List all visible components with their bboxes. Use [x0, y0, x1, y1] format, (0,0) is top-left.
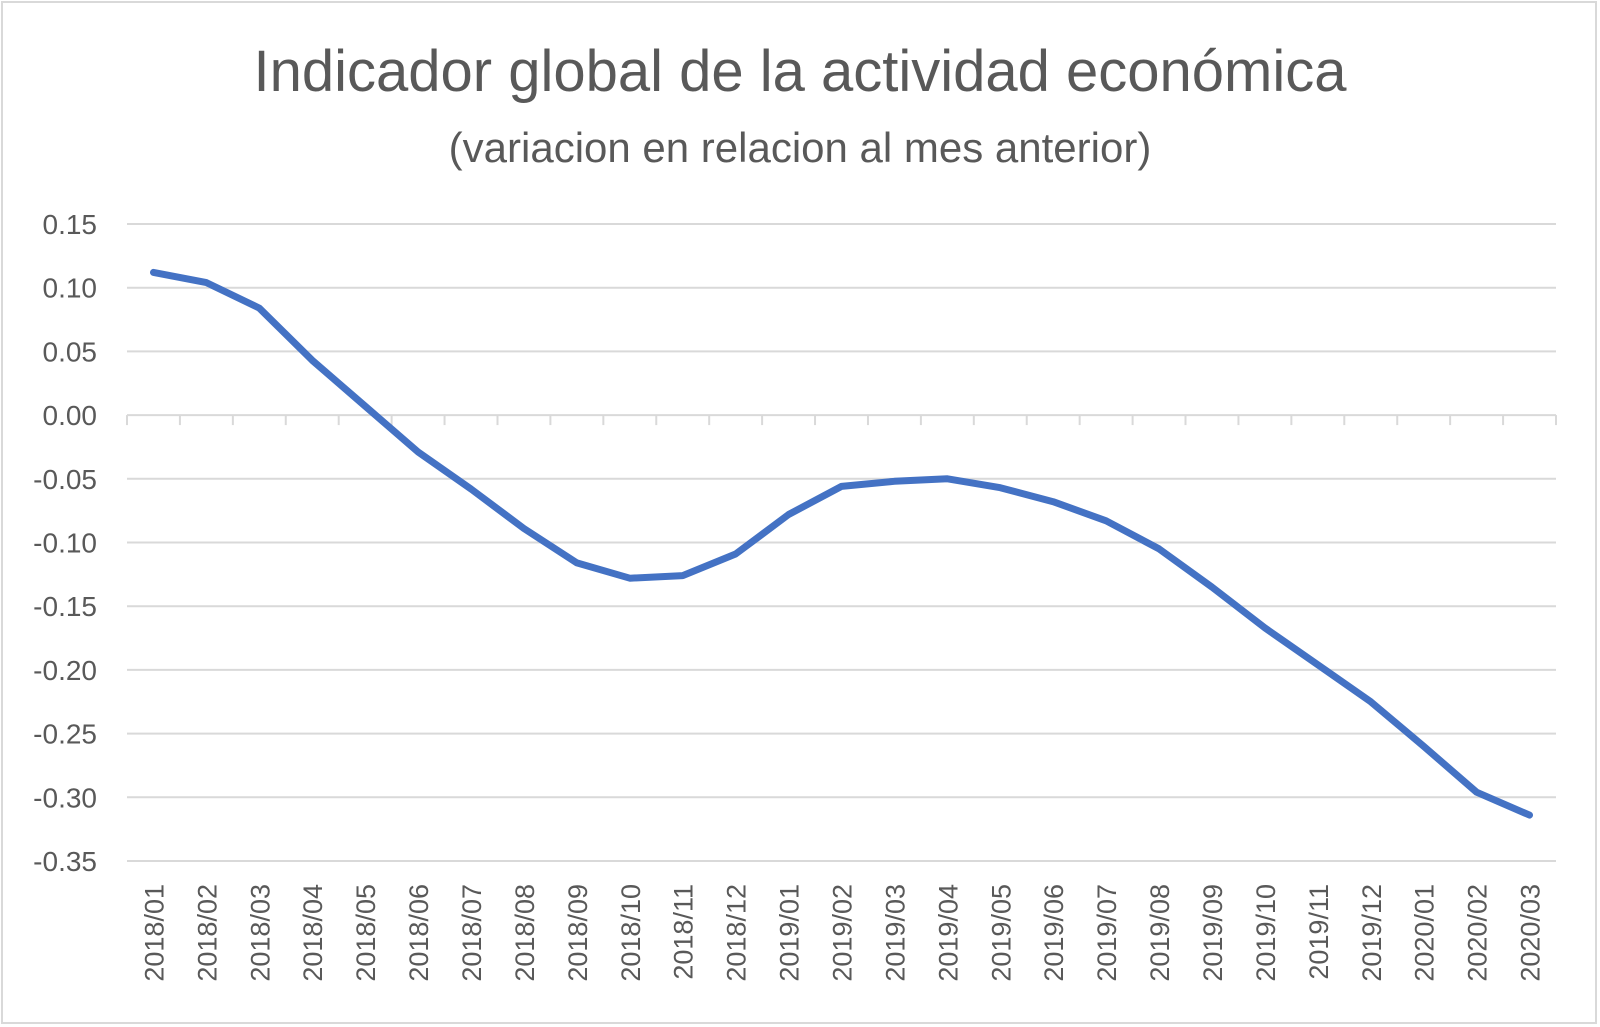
x-tick-label: 2019/07 [1092, 884, 1122, 982]
y-tick-label: -0.15 [33, 591, 97, 622]
gridlines [127, 223, 1556, 862]
y-axis-tick-labels: 0.15 0.10 0.05 0.00 -0.05 -0.10 -0.15 -0.20 -0.2… [33, 209, 97, 877]
x-tick-label: 2018/09 [563, 884, 593, 982]
y-tick-label: -0.05 [33, 464, 97, 495]
x-tick-label: 2019/02 [828, 884, 858, 982]
x-tick-label: 2018/10 [616, 884, 646, 982]
x-tick-label: 2018/11 [669, 884, 699, 980]
y-tick-label: 0.15 [43, 209, 98, 240]
y-tick-label: -0.25 [33, 719, 97, 750]
x-tick-label: 2018/06 [404, 884, 434, 982]
x-axis [126, 414, 1557, 426]
x-tick-label: 2019/09 [1198, 884, 1228, 982]
x-tick-label: 2019/03 [880, 884, 910, 982]
y-tick-label: 0.10 [43, 273, 98, 304]
x-tick-label: 2018/05 [351, 884, 381, 982]
x-tick-label: 2018/01 [139, 884, 169, 982]
y-tick-label: -0.30 [33, 782, 97, 813]
x-tick-label: 2020/02 [1463, 884, 1493, 982]
x-tick-label: 2020/03 [1516, 884, 1546, 982]
x-tick-label: 2019/08 [1145, 884, 1175, 982]
x-tick-label: 2019/04 [933, 884, 963, 982]
chart-subtitle: (variacion en relacion al mes anterior) [448, 124, 1152, 171]
y-tick-label: 0.05 [43, 336, 98, 367]
x-tick-label: 2019/01 [775, 884, 805, 982]
x-tick-label: 2019/11 [1304, 884, 1334, 980]
x-tick-label: 2018/08 [510, 884, 540, 982]
series-line [150, 268, 1533, 819]
x-tick-label: 2019/06 [1039, 884, 1069, 982]
x-tick-label: 2019/10 [1251, 884, 1281, 982]
x-tick-label: 2018/02 [192, 884, 222, 982]
x-tick-label: 2018/07 [457, 884, 487, 982]
y-tick-label: 0.00 [43, 400, 98, 431]
y-tick-label: -0.10 [33, 528, 97, 559]
y-tick-label: -0.20 [33, 655, 97, 686]
y-tick-label: -0.35 [33, 846, 97, 877]
x-axis-tick-labels: 2018/01 2018/02 2018/03 2018/04 2018/05 2018/… [139, 884, 1545, 982]
x-tick-label: 2020/01 [1410, 884, 1440, 982]
x-tick-label: 2018/12 [722, 884, 752, 982]
x-tick-label: 2019/12 [1357, 884, 1387, 982]
x-tick-label: 2019/05 [986, 884, 1016, 982]
x-tick-label: 2018/03 [245, 884, 275, 982]
chart-title: Indicador global de la actividad económi… [253, 39, 1347, 104]
series-lines [150, 268, 1533, 819]
x-tick-label: 2018/04 [298, 884, 328, 982]
